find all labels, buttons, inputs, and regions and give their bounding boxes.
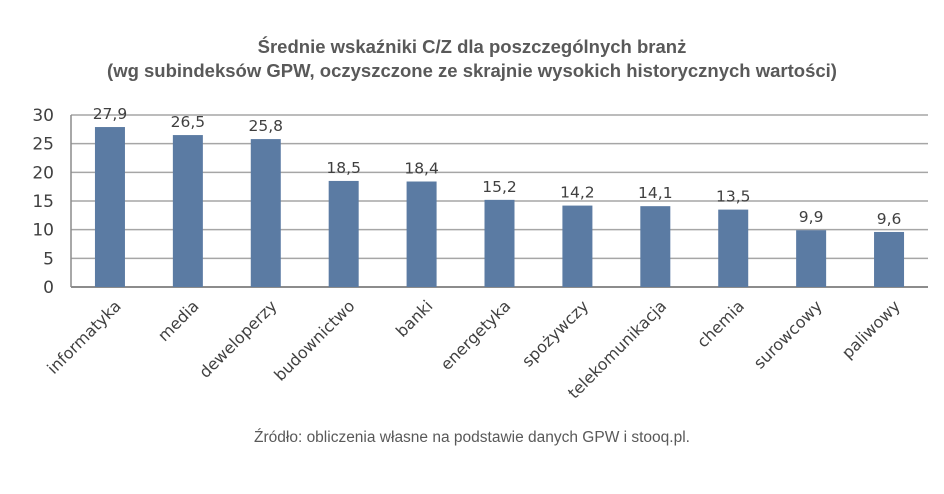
bars bbox=[94, 127, 905, 287]
x-category-label: energetyka bbox=[437, 296, 515, 374]
bar bbox=[94, 127, 125, 287]
bar-value-label: 14,1 bbox=[638, 184, 673, 202]
y-axis: 0 5 10 15 20 25 30 bbox=[32, 106, 72, 298]
bar bbox=[328, 180, 359, 287]
bar bbox=[250, 139, 281, 287]
x-category-label: chemia bbox=[693, 296, 748, 351]
x-category-label: banki bbox=[392, 296, 436, 340]
y-tick-label: 15 bbox=[32, 192, 54, 212]
bar-value-label: 26,5 bbox=[171, 113, 206, 131]
y-tick-label: 30 bbox=[32, 106, 54, 126]
bar bbox=[406, 181, 437, 287]
bar bbox=[718, 209, 749, 287]
bar-value-label: 13,5 bbox=[716, 188, 751, 206]
y-tick-label: 20 bbox=[32, 163, 54, 183]
bar bbox=[640, 206, 671, 287]
bar-value-label: 14,2 bbox=[560, 184, 595, 202]
source-note: Źródło: obliczenia własne na podstawie d… bbox=[254, 429, 690, 446]
bar-value-label: 9,9 bbox=[799, 208, 824, 226]
x-category-label: spożywczy bbox=[518, 296, 592, 370]
bar bbox=[172, 135, 203, 287]
y-tick-label: 5 bbox=[43, 249, 54, 269]
x-category-label: deweloperzy bbox=[195, 296, 280, 381]
bar-value-label: 27,9 bbox=[93, 105, 128, 123]
gridlines bbox=[71, 114, 928, 288]
bar-value-label: 15,2 bbox=[482, 178, 517, 196]
bar-value-label: 9,6 bbox=[877, 210, 902, 228]
y-tick-label: 0 bbox=[43, 278, 54, 298]
bar-value-label: 18,4 bbox=[404, 160, 439, 178]
x-category-label: surowcowy bbox=[750, 296, 826, 372]
bar bbox=[562, 205, 593, 287]
bar-value-label: 25,8 bbox=[249, 117, 284, 135]
x-category-label: budownictwo bbox=[270, 296, 358, 384]
y-tick-label: 10 bbox=[32, 221, 54, 241]
value-labels: 27,9 26,5 25,8 18,5 18,4 15,2 14,2 14,1 13,5 9,9 9… bbox=[93, 105, 902, 228]
chart-subtitle: (wg subindeksów GPW, oczyszczone ze skra… bbox=[107, 60, 837, 81]
x-category-label: media bbox=[154, 296, 203, 345]
bar bbox=[874, 231, 905, 287]
bar bbox=[484, 199, 515, 287]
x-category-label: informatyka bbox=[43, 296, 124, 377]
chart-title: Średnie wskaźniki C/Z dla poszczególnych… bbox=[257, 36, 687, 57]
bar-value-label: 18,5 bbox=[326, 159, 361, 177]
x-category-label: paliwowy bbox=[838, 296, 904, 362]
bar bbox=[796, 230, 827, 287]
y-tick-label: 25 bbox=[32, 135, 54, 155]
